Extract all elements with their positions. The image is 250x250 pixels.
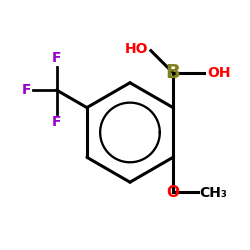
Text: F: F (52, 51, 62, 65)
Text: CH₃: CH₃ (199, 186, 227, 200)
Text: F: F (22, 83, 31, 97)
Text: B: B (166, 63, 180, 82)
Text: F: F (52, 115, 62, 129)
Text: OH: OH (207, 66, 230, 80)
Text: HO: HO (125, 42, 148, 56)
Text: O: O (166, 185, 179, 200)
